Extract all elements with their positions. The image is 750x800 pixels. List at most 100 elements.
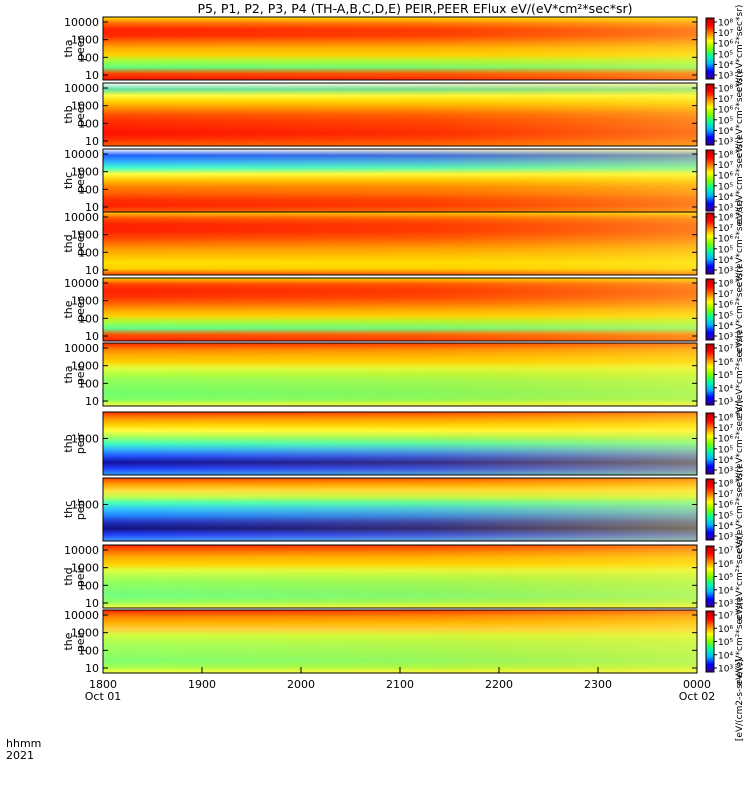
y-tick-label: 10 bbox=[85, 201, 99, 214]
colorbar-tick-label: 10⁸ bbox=[718, 151, 733, 161]
y-tick-label: 10000 bbox=[64, 211, 99, 224]
y-tick-label: 10 bbox=[85, 662, 99, 675]
panel-thd-peir: 10000 1000 100 10 thd peir 10⁷ 10⁶ 10⁵ 10⁴ 10³ eV/(… bbox=[62, 533, 745, 621]
y-tick-label: 10 bbox=[85, 395, 99, 408]
panel-the-peir: 10000 1000 100 10 the peir 10⁷ 10⁶ 10⁵ 10⁴ 10³ eV/(… bbox=[62, 598, 745, 686]
colorbar-tick-label: 10³ bbox=[718, 72, 733, 82]
spectrogram-overlay bbox=[103, 545, 697, 608]
y-axis-label-species: peir bbox=[74, 565, 87, 587]
y-tick-label: 1000 bbox=[71, 432, 99, 445]
colorbar-tick-label: 10⁸ bbox=[718, 214, 733, 224]
y-tick-label: 100 bbox=[78, 117, 99, 130]
y-tick-label: 100 bbox=[78, 644, 99, 657]
colorbar-tick-label: 10⁴ bbox=[718, 384, 733, 394]
panel-frame bbox=[102, 211, 698, 276]
y-tick-label: 100 bbox=[78, 183, 99, 196]
y-tick-label: 100 bbox=[78, 312, 99, 325]
spectrogram-overlay bbox=[103, 212, 697, 275]
colorbar-tick-label: 10⁷ bbox=[718, 290, 733, 300]
colorbar-tick-label: 10⁶ bbox=[718, 625, 733, 635]
colorbar bbox=[705, 17, 715, 80]
y-tick-label: 1000 bbox=[71, 627, 99, 640]
panel-frame bbox=[102, 477, 698, 542]
colorbar-tick-label: 10⁶ bbox=[718, 301, 733, 311]
colorbar-tick-label: 10⁴ bbox=[718, 586, 733, 596]
colorbar-title: eV/(eV*cm²*sec*sr) bbox=[735, 266, 745, 354]
colorbar-title: eV/(eV*cm²*sec*sr) bbox=[735, 598, 745, 686]
y-axis-label-probe: the bbox=[62, 300, 75, 318]
y-tick-label: 10000 bbox=[64, 544, 99, 557]
x-tick-date: Oct 01 bbox=[85, 690, 122, 703]
colorbar bbox=[705, 610, 715, 673]
colorbar-tick-label: 10⁶ bbox=[718, 560, 733, 570]
colorbar-tick-label: 10⁸ bbox=[718, 19, 733, 29]
y-axis-label-species: peer bbox=[74, 297, 87, 323]
panel-frame bbox=[102, 411, 698, 476]
colorbar bbox=[705, 412, 715, 475]
y-axis-label-probe: tha bbox=[62, 365, 75, 383]
colorbar-tick-label: 10⁵ bbox=[718, 638, 733, 648]
spectrogram-overlay bbox=[103, 478, 697, 541]
spectrogram-overlay bbox=[103, 610, 697, 673]
colorbar-title: eV/(eV*cm²*sec*sr) bbox=[735, 137, 745, 225]
colorbar-tick-label: 10⁵ bbox=[718, 116, 733, 126]
x-tick-date: Oct 02 bbox=[679, 690, 716, 703]
colorbar-title: eV/(eV*cm²*sec*sr) bbox=[735, 71, 745, 159]
chart-title: P5, P1, P2, P3, P4 (TH-A,B,C,D,E) PEIR,P… bbox=[197, 1, 632, 16]
x-tick-label: 2300 bbox=[584, 678, 612, 691]
colorbar bbox=[705, 278, 715, 341]
panel-frame bbox=[102, 342, 698, 407]
y-axis-label-species: peir bbox=[74, 498, 87, 520]
colorbar bbox=[705, 545, 715, 608]
colorbar-tick-label: 10⁵ bbox=[718, 50, 733, 60]
panel-frame bbox=[102, 16, 698, 81]
colorbar-tick-label: 10⁶ bbox=[718, 435, 733, 445]
colorbar-tick-label: 10⁴ bbox=[718, 127, 733, 137]
y-axis-label-species: peer bbox=[74, 36, 87, 62]
y-tick-label: 10 bbox=[85, 264, 99, 277]
colorbar-tick-label: 10⁵ bbox=[718, 245, 733, 255]
colorbar-tick-label: 10⁴ bbox=[718, 651, 733, 661]
colorbar-tick-label: 10³ bbox=[718, 204, 733, 214]
colorbar bbox=[705, 478, 715, 541]
y-tick-label: 1000 bbox=[71, 498, 99, 511]
y-axis-label-probe: thd bbox=[62, 234, 75, 252]
colorbar-tick-label: 10⁵ bbox=[718, 182, 733, 192]
panel-tha-peir: 10000 1000 100 10 tha peir 10⁷ 10⁶ 10⁵ 10⁴ 10³ eV/(… bbox=[62, 331, 745, 419]
y-axis-label-species: peer bbox=[74, 168, 87, 194]
colorbar-tick-label: 10⁷ bbox=[718, 490, 733, 500]
colorbar-tick-label: 10⁷ bbox=[718, 547, 733, 557]
spectrogram-overlay bbox=[103, 412, 697, 475]
y-tick-label: 10 bbox=[85, 135, 99, 148]
colorbar-title: eV/(eV*cm²*sec*sr) bbox=[735, 466, 745, 554]
y-axis-label-probe: tha bbox=[62, 39, 75, 57]
colorbar-tick-label: 10⁷ bbox=[718, 612, 733, 622]
x-tick-label: 2000 bbox=[287, 678, 315, 691]
y-tick-label: 10 bbox=[85, 330, 99, 343]
y-axis-label-probe: thc bbox=[62, 172, 75, 189]
colorbar-tick-label: 10⁴ bbox=[718, 193, 733, 203]
x-tick-label: 2100 bbox=[386, 678, 414, 691]
y-tick-label: 10 bbox=[85, 69, 99, 82]
x-tick-label: 2200 bbox=[485, 678, 513, 691]
y-axis-label-probe: the bbox=[62, 632, 75, 650]
x-tick-label: 0000 bbox=[683, 678, 711, 691]
y-axis-label-species: peir bbox=[74, 630, 87, 652]
colorbar-tick-label: 10⁵ bbox=[718, 511, 733, 521]
spectrogram-overlay bbox=[103, 343, 697, 406]
y-tick-label: 1000 bbox=[71, 360, 99, 373]
y-axis-label-species: peer bbox=[74, 102, 87, 128]
colorbar-tick-label: 10⁷ bbox=[718, 161, 733, 171]
colorbar-title: eV/(eV*cm²*sec*sr) bbox=[735, 5, 745, 93]
colorbar-title: eV/(eV*cm²*sec*sr) bbox=[735, 533, 745, 621]
y-axis-label-probe: thb bbox=[62, 105, 75, 123]
colorbar-units-label: [eV/(cm2-s-sr-eV)] bbox=[735, 659, 745, 741]
colorbar-tick-label: 10³ bbox=[718, 333, 733, 343]
panel-frame bbox=[102, 82, 698, 147]
y-tick-label: 1000 bbox=[71, 100, 99, 113]
y-axis-label-probe: thb bbox=[62, 434, 75, 452]
